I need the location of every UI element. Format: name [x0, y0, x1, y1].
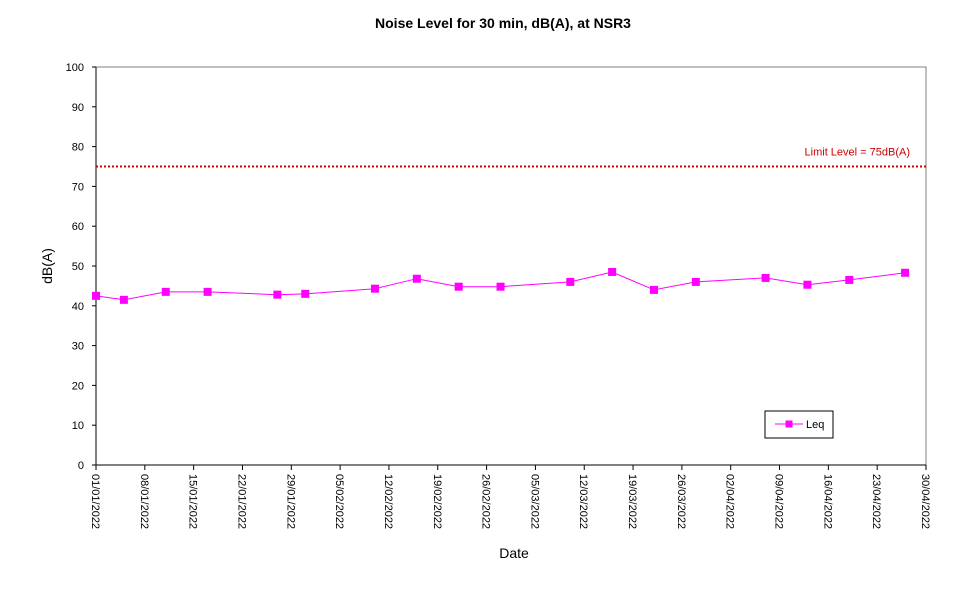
legend-label: Leq [806, 419, 824, 431]
limit-label: Limit Level = 75dB(A) [805, 147, 910, 159]
x-tick-label: 15/01/2022 [187, 474, 199, 529]
x-tick-label: 05/03/2022 [528, 474, 540, 529]
data-point [691, 277, 700, 286]
x-tick-label: 16/04/2022 [821, 474, 833, 529]
x-tick-label: 30/04/2022 [919, 474, 931, 529]
x-tick-label: 19/02/2022 [431, 474, 443, 529]
x-tick-label: 26/03/2022 [675, 474, 687, 529]
data-point [496, 282, 505, 291]
x-tick-label: 01/01/2022 [89, 474, 101, 529]
x-axis-label: Date [499, 545, 529, 561]
x-tick-label: 12/02/2022 [382, 474, 394, 529]
y-tick-label: 10 [72, 420, 84, 432]
y-tick-label: 60 [72, 221, 84, 233]
data-point [161, 287, 170, 296]
x-tick-label: 22/01/2022 [235, 474, 247, 529]
y-tick-label: 70 [72, 181, 84, 193]
x-tick-label: 19/03/2022 [626, 474, 638, 529]
y-tick-label: 0 [78, 460, 84, 472]
legend-marker [785, 420, 793, 428]
data-point [566, 277, 575, 286]
y-tick-label: 20 [72, 380, 84, 392]
chart-title: Noise Level for 30 min, dB(A), at NSR3 [375, 15, 631, 31]
x-tick-label: 02/04/2022 [724, 474, 736, 529]
data-point [412, 274, 421, 283]
data-point [845, 275, 854, 284]
data-point [119, 295, 128, 304]
data-point [273, 290, 282, 299]
y-tick-label: 100 [66, 62, 84, 74]
data-point [370, 284, 379, 293]
y-tick-label: 90 [72, 102, 84, 114]
legend: Leq [764, 410, 834, 439]
data-point [92, 291, 100, 300]
x-tick-label: 08/01/2022 [138, 474, 150, 529]
data-point [803, 280, 812, 289]
plot-border [95, 66, 927, 466]
data-point [649, 285, 658, 294]
data-point [203, 287, 212, 296]
plot-area: 0 10 20 30 40 50 60 70 80 90 100 01/01/2022 08/01/20… [66, 62, 931, 529]
x-tick-label: 29/01/2022 [284, 474, 296, 529]
data-point [608, 267, 617, 276]
data-point [454, 282, 463, 291]
x-tick-label: 05/02/2022 [333, 474, 345, 529]
y-tick-label: 30 [72, 341, 84, 353]
y-tick-label: 50 [72, 261, 84, 273]
x-tick-label: 12/03/2022 [577, 474, 589, 529]
x-tick-label: 23/04/2022 [870, 474, 882, 529]
x-tick-label: 26/02/2022 [480, 474, 492, 529]
data-point [301, 289, 310, 298]
series-line-leq [95, 271, 906, 301]
data-point [901, 268, 910, 277]
x-tick-label: 09/04/2022 [773, 474, 785, 529]
y-tick-label: 40 [72, 301, 84, 313]
y-tick-label: 80 [72, 142, 84, 154]
data-point [761, 273, 770, 282]
y-axis-label: dB(A) [39, 248, 55, 284]
